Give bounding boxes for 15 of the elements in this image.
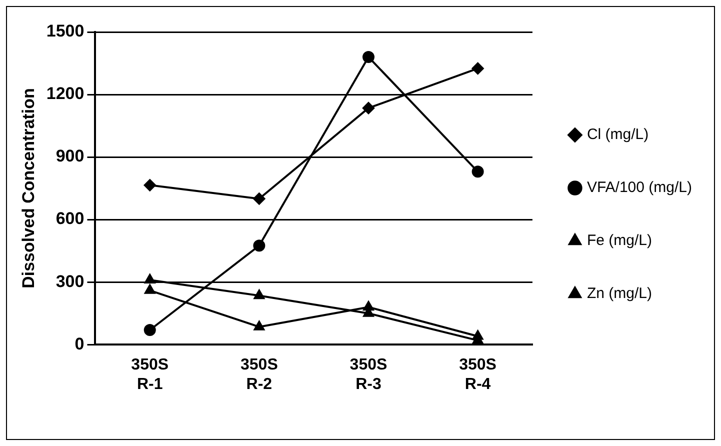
x-tick-label: 350S R-4: [459, 356, 497, 393]
legend-label: Zn (mg/L): [586, 285, 652, 302]
y-tick-label: 900: [56, 146, 84, 166]
y-tick-label: 0: [74, 334, 84, 354]
y-tick-label: 600: [56, 209, 84, 228]
y-tick-label: 1200: [46, 84, 84, 104]
legend-label: Fe (mg/L): [586, 232, 652, 250]
y-tick-label: 300: [56, 272, 84, 291]
x-tick-label: 350S R-2: [240, 356, 278, 393]
legend-label: VFA/100 (mg/L): [586, 179, 692, 196]
x-tick-label: 350S R-1: [131, 356, 169, 393]
y-axis-title: Dissolved Concentration: [18, 88, 38, 288]
x-tick-label: 350S R-3: [350, 356, 388, 393]
legend-label: Cl (mg/L): [586, 126, 649, 144]
y-tick-label: 1500: [46, 22, 84, 41]
